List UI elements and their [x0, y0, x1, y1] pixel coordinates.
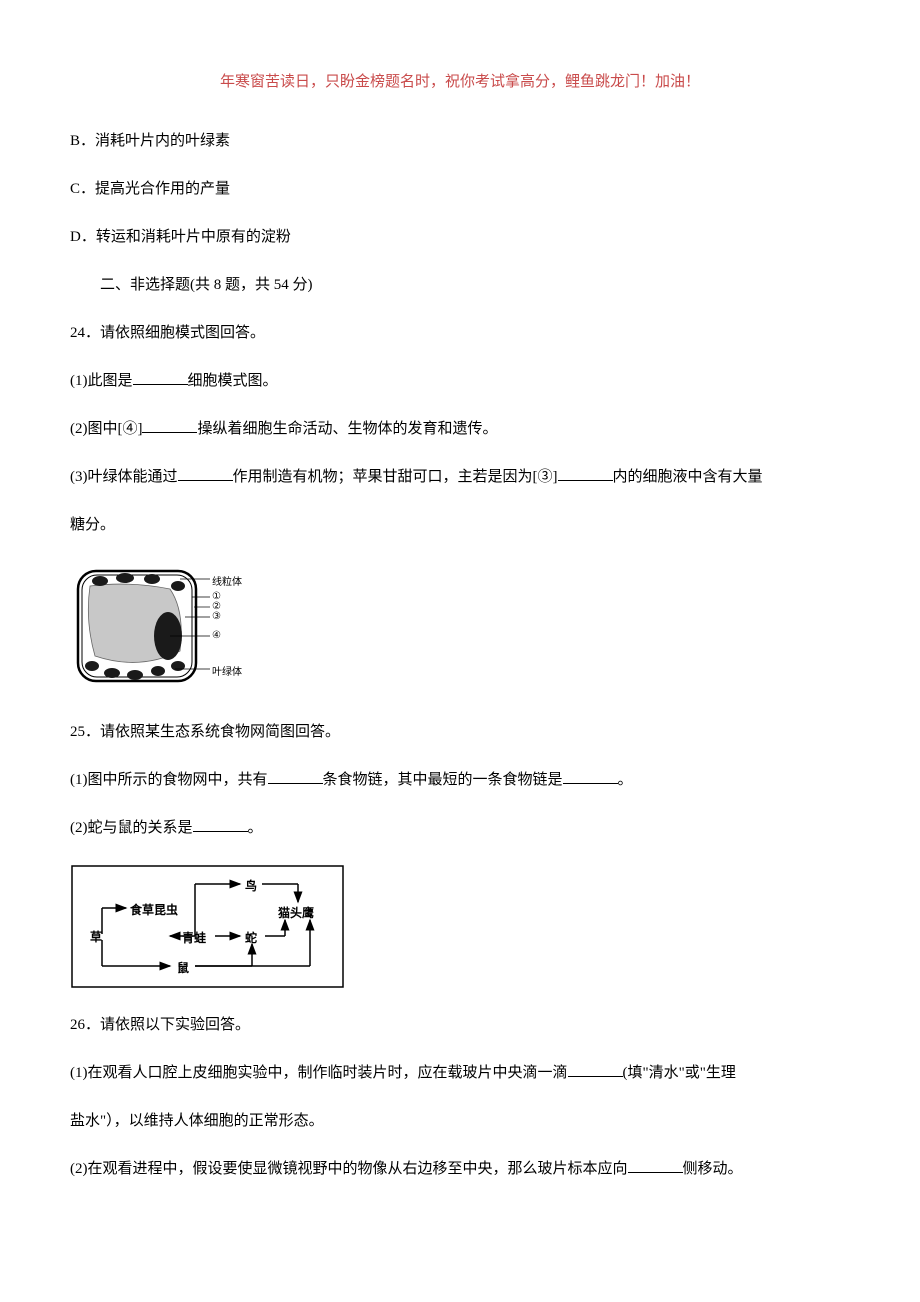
node-bird: 鸟 — [245, 877, 257, 894]
option-d: D．转运和消耗叶片中原有的淀粉 — [70, 225, 850, 249]
q24-sub2: (2)图中[④] 操纵着细胞生命活动、生物体的发育和遗传。 — [70, 417, 850, 441]
blank-fill — [133, 370, 188, 385]
q24-sub2-pre: (2)图中[④] — [70, 421, 142, 437]
label-mitochondria: 线粒体 — [212, 573, 242, 588]
q25-sub2-post: 。 — [248, 820, 263, 836]
q26-sub2: (2)在观看进程中，假设要使显微镜视野中的物像从右边移至中央，那么玻片标本应向 侧… — [70, 1157, 850, 1181]
q24-sub1-pre: (1)此图是 — [70, 373, 133, 389]
node-frog: 青蛙 — [182, 929, 206, 946]
q25-sub1: (1)图中所示的食物网中，共有 条食物链，其中最短的一条食物链是 。 — [70, 768, 850, 792]
node-mouse: 鼠 — [177, 959, 189, 976]
node-insect: 食草昆虫 — [130, 901, 178, 918]
blank-fill — [563, 769, 618, 784]
q24-stem: 24．请依照细胞模式图回答。 — [70, 321, 850, 345]
q24-sub3-post: 内的细胞液中含有大量 — [613, 469, 763, 485]
section-2-header: 二、非选择题(共 8 题，共 54 分) — [70, 273, 850, 297]
blank-fill — [568, 1062, 623, 1077]
q25-sub1-pre: (1)图中所示的食物网中，共有 — [70, 772, 268, 788]
blank-fill — [628, 1158, 683, 1173]
blank-fill — [193, 817, 248, 832]
q26-sub2-post: 侧移动。 — [683, 1161, 743, 1177]
q24-sub1: (1)此图是 细胞模式图。 — [70, 369, 850, 393]
cell-diagram: 线粒体 ① ② ③ ④ 叶绿体 — [70, 561, 250, 696]
option-c: C．提高光合作用的产量 — [70, 177, 850, 201]
foodweb-diagram: 草 食草昆虫 鸟 青蛙 蛇 鼠 猫头鹰 — [70, 864, 345, 989]
motivational-header: 年寒窗苦读日，只盼金榜题名时，祝你考试拿高分，鲤鱼跳龙门！加油！ — [70, 70, 850, 91]
q25-sub2: (2)蛇与鼠的关系是 。 — [70, 816, 850, 840]
node-owl: 猫头鹰 — [278, 904, 314, 921]
node-grass: 草 — [90, 928, 102, 945]
foodweb-svg — [70, 864, 345, 989]
blank-fill — [268, 769, 323, 784]
option-b: B．消耗叶片内的叶绿素 — [70, 129, 850, 153]
blank-fill — [178, 466, 233, 481]
label-3: ③ — [212, 611, 221, 622]
q26-sub1-line2: 盐水"），以维持人体细胞的正常形态。 — [70, 1109, 850, 1133]
label-4: ④ — [212, 630, 221, 641]
q24-sub3-pre: (3)叶绿体能通过 — [70, 469, 178, 485]
q24-sub1-post: 细胞模式图。 — [188, 373, 278, 389]
blank-fill — [558, 466, 613, 481]
q26-sub1-pre: (1)在观看人口腔上皮细胞实验中，制作临时装片时，应在载玻片中央滴一滴 — [70, 1065, 568, 1081]
q24-sub2-post: 操纵着细胞生命活动、生物体的发育和遗传。 — [197, 421, 497, 437]
q26-sub2-pre: (2)在观看进程中，假设要使显微镜视野中的物像从右边移至中央，那么玻片标本应向 — [70, 1161, 628, 1177]
q25-stem: 25．请依照某生态系统食物网简图回答。 — [70, 720, 850, 744]
label-chloroplast: 叶绿体 — [212, 663, 242, 678]
blank-fill — [142, 418, 197, 433]
q25-sub1-post: 。 — [618, 772, 633, 788]
q24-sub3: (3)叶绿体能通过 作用制造有机物；苹果甘甜可口，主若是因为[③] 内的细胞液中含有… — [70, 465, 850, 489]
q25-sub1-mid: 条食物链，其中最短的一条食物链是 — [323, 772, 563, 788]
q25-sub2-pre: (2)蛇与鼠的关系是 — [70, 820, 193, 836]
q26-sub1-mid: (填"清水"或"生理 — [623, 1065, 736, 1081]
q24-sub3-mid: 作用制造有机物；苹果甘甜可口，主若是因为[③] — [233, 469, 558, 485]
q26-stem: 26．请依照以下实验回答。 — [70, 1013, 850, 1037]
q26-sub1: (1)在观看人口腔上皮细胞实验中，制作临时装片时，应在载玻片中央滴一滴 (填"清水… — [70, 1061, 850, 1085]
q24-sub3-line2: 糖分。 — [70, 513, 850, 537]
node-snake: 蛇 — [245, 929, 257, 946]
